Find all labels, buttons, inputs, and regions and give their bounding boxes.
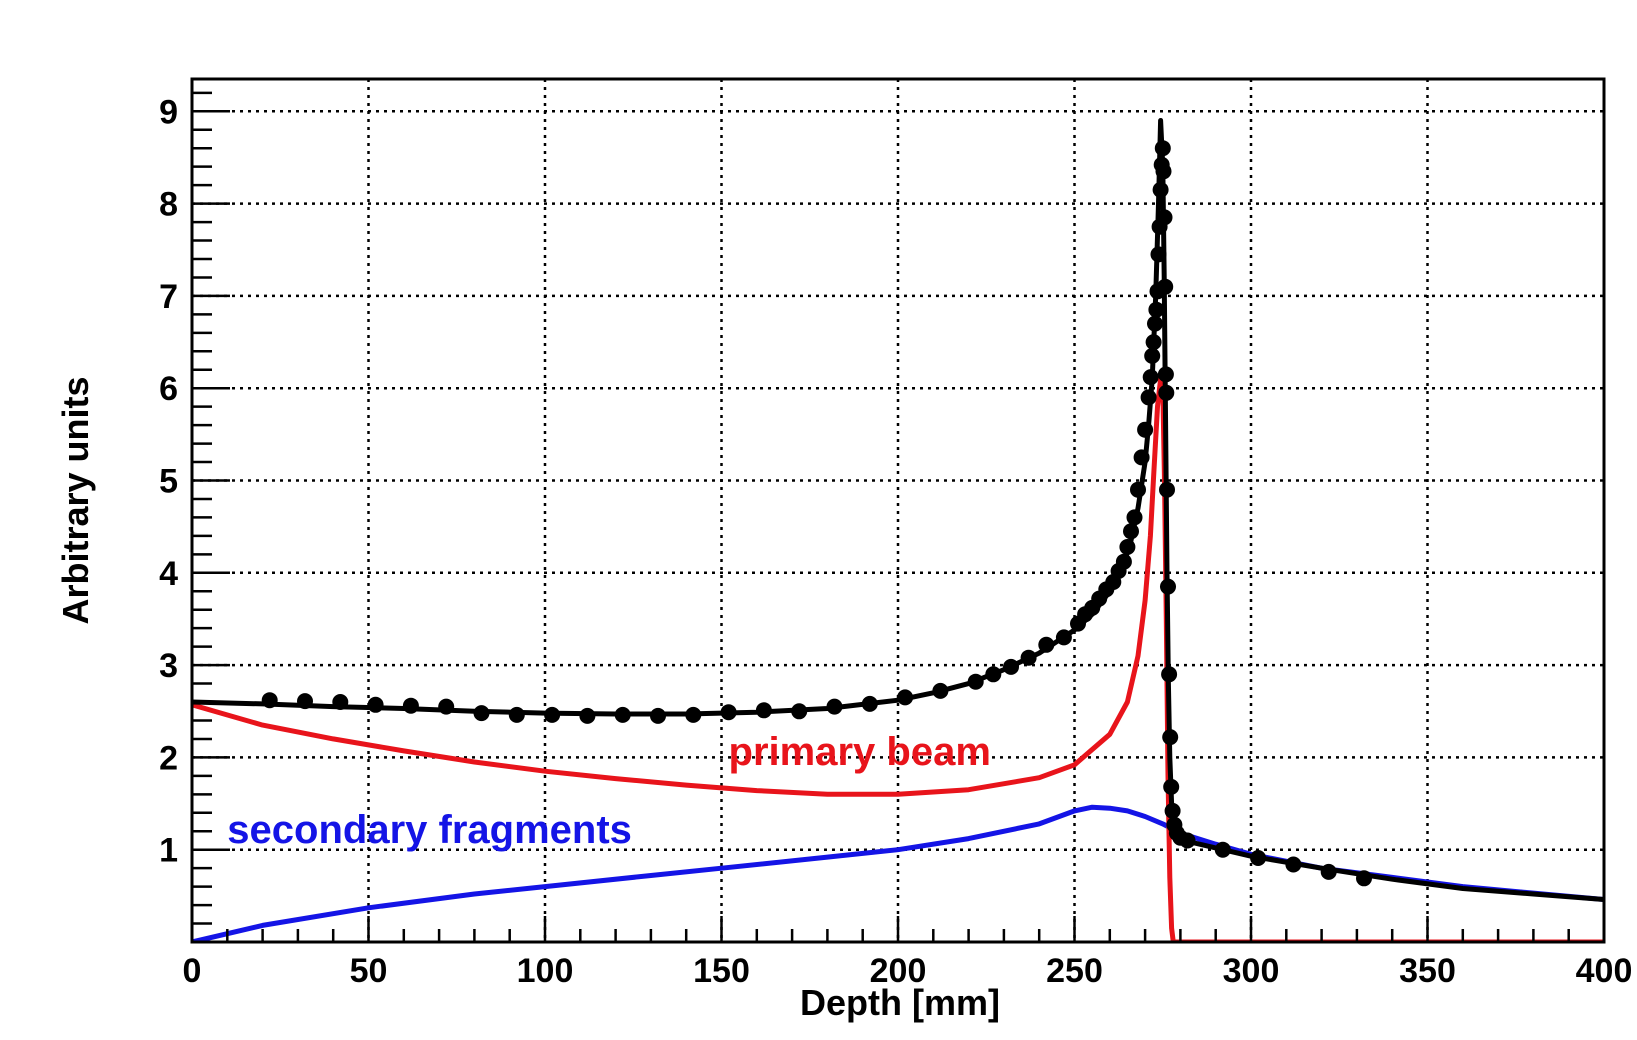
data-point bbox=[1356, 870, 1372, 887]
data-point bbox=[1020, 649, 1037, 666]
data-point bbox=[1214, 841, 1231, 858]
data-point bbox=[367, 696, 384, 713]
data-point bbox=[1157, 366, 1174, 383]
x-tick-label: 0 bbox=[183, 952, 202, 990]
x-tick-label: 50 bbox=[350, 952, 388, 990]
data-point bbox=[1038, 636, 1055, 653]
data-point bbox=[332, 694, 349, 710]
data-point bbox=[1157, 278, 1174, 295]
data-point bbox=[1155, 163, 1172, 180]
data-point bbox=[1161, 666, 1178, 683]
data-point bbox=[1158, 384, 1175, 401]
data-point bbox=[402, 697, 419, 714]
data-point bbox=[1147, 315, 1163, 332]
data-point bbox=[1285, 856, 1302, 873]
series-layer bbox=[192, 118, 1604, 942]
x-tick-label: 300 bbox=[1223, 952, 1280, 990]
y-tick-label: 6 bbox=[159, 370, 178, 408]
y-tick-label: 5 bbox=[159, 463, 178, 501]
data-point bbox=[1137, 421, 1154, 438]
y-tick-label: 4 bbox=[159, 555, 178, 593]
data-point bbox=[1148, 301, 1165, 318]
x-tick-label: 250 bbox=[1046, 952, 1103, 990]
data-point bbox=[1130, 481, 1146, 498]
data-point bbox=[1115, 553, 1132, 570]
data-point bbox=[1163, 778, 1180, 795]
data-point bbox=[1162, 729, 1179, 746]
measured-series-points bbox=[261, 140, 1372, 887]
x-tick-label: 150 bbox=[693, 952, 750, 990]
data-point bbox=[1152, 181, 1169, 198]
data-point bbox=[1145, 334, 1162, 351]
data-point bbox=[508, 706, 525, 723]
data-point bbox=[297, 693, 313, 710]
secondary-fragments-label: secondary fragments bbox=[227, 808, 632, 852]
data-point bbox=[1164, 802, 1181, 819]
data-point bbox=[1154, 140, 1171, 157]
data-point bbox=[1320, 863, 1337, 880]
y-tick-labels: 1 2 3 4 5 6 7 8 9 bbox=[159, 93, 178, 869]
axis-ticks bbox=[190, 91, 1606, 942]
x-tick-label: 350 bbox=[1399, 952, 1456, 990]
data-point bbox=[1160, 578, 1176, 595]
data-point bbox=[1123, 523, 1139, 540]
y-tick-label: 1 bbox=[159, 832, 178, 870]
data-point bbox=[1150, 246, 1167, 263]
data-point bbox=[932, 682, 949, 699]
data-point bbox=[1142, 369, 1159, 386]
data-point bbox=[261, 692, 278, 709]
data-point bbox=[1159, 481, 1175, 498]
data-point bbox=[438, 698, 455, 715]
data-point bbox=[967, 673, 984, 690]
data-point bbox=[685, 706, 702, 723]
y-tick-label: 2 bbox=[159, 739, 178, 777]
grid bbox=[192, 79, 1604, 942]
primary-beam-label: primary beam bbox=[729, 730, 991, 774]
data-point bbox=[1119, 539, 1136, 555]
y-axis-title: Arbitrary units bbox=[55, 376, 96, 624]
x-tick-labels: 0 50 100 150 200 250 300 350 400 bbox=[183, 952, 1633, 990]
data-point bbox=[473, 705, 490, 722]
data-point bbox=[1144, 347, 1161, 364]
data-point bbox=[1055, 629, 1072, 646]
data-point bbox=[1003, 658, 1019, 675]
data-point bbox=[1133, 449, 1150, 466]
data-point bbox=[614, 706, 631, 723]
y-tick-label: 8 bbox=[159, 186, 178, 224]
y-tick-label: 9 bbox=[159, 93, 178, 131]
data-point bbox=[897, 689, 914, 706]
data-point bbox=[1156, 209, 1173, 226]
primary-series-line bbox=[192, 376, 1604, 942]
x-axis-title: Depth [mm] bbox=[800, 982, 1000, 1023]
data-point bbox=[826, 698, 843, 715]
y-tick-label: 7 bbox=[159, 278, 178, 316]
data-point bbox=[1140, 389, 1157, 406]
x-tick-label: 100 bbox=[517, 952, 574, 990]
data-point bbox=[755, 702, 772, 719]
x-tick-label: 200 bbox=[870, 952, 927, 990]
data-point bbox=[579, 707, 596, 724]
data-point bbox=[720, 704, 737, 721]
data-point bbox=[1126, 509, 1143, 526]
y-tick-label: 3 bbox=[159, 647, 178, 685]
data-point bbox=[985, 666, 1002, 683]
data-point bbox=[791, 703, 808, 720]
data-point bbox=[861, 695, 878, 712]
data-point bbox=[650, 707, 666, 724]
data-point bbox=[544, 706, 561, 723]
data-point bbox=[1250, 850, 1267, 866]
data-point bbox=[1179, 832, 1196, 849]
x-tick-label: 400 bbox=[1576, 952, 1633, 990]
